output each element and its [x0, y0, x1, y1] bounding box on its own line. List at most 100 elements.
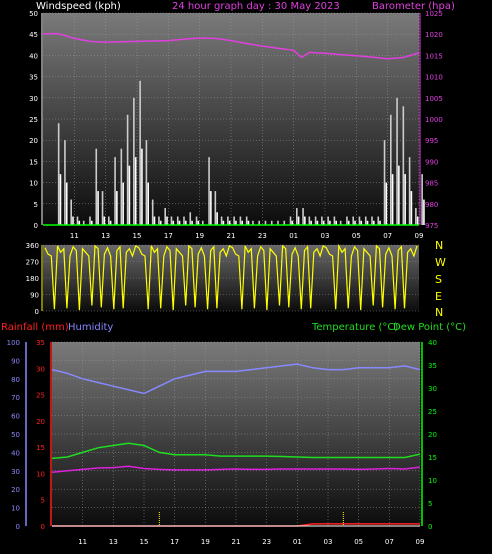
gust-bar [402, 106, 405, 225]
baro-tick-label: 1020 [425, 31, 443, 39]
gust-bar [95, 148, 98, 225]
gust-bar [302, 208, 304, 225]
direction-tick-label: 0 [35, 308, 39, 316]
gust-bar [352, 216, 354, 225]
wind-bar [216, 212, 218, 225]
wind-bar [222, 220, 225, 225]
wind-bar [134, 157, 137, 225]
wind-bar [128, 165, 131, 225]
wind-tick-label: 25 [29, 116, 38, 124]
dewpoint-series-line [51, 465, 421, 473]
wind-bars [57, 80, 425, 225]
barometer-series-line [43, 33, 420, 60]
gust-bar [70, 199, 72, 225]
humidity-tick-label: 30 [11, 468, 20, 476]
temperature-tick-label: 35 [428, 362, 437, 370]
wind-bar [391, 174, 394, 225]
direction-series-line [44, 243, 418, 311]
direction-tick-label: 360 [26, 242, 39, 250]
direction-tick-label: 90 [30, 292, 39, 300]
wind-bar [97, 191, 99, 225]
wind-bar [410, 191, 413, 225]
time-tick-label: 05 [352, 232, 361, 240]
wind-bar [141, 148, 143, 225]
gust-bar [202, 220, 204, 225]
gust-bar [371, 216, 373, 225]
wind-bar [385, 182, 388, 225]
wind-bar [172, 220, 175, 225]
time-tick-label: 07 [383, 232, 392, 240]
wind-tick-label: 15 [29, 158, 38, 166]
temperature-tick-label: 0 [428, 523, 432, 531]
gust-bar [164, 208, 166, 225]
rainfall-tick-label: 10 [36, 470, 45, 478]
time-tick-label: 13 [109, 538, 118, 546]
baro-tick-label: 1010 [425, 74, 443, 82]
dewpoint-header: Dew Point (°C) [393, 322, 466, 333]
rainfall-tick-label: 20 [36, 418, 45, 426]
wind-bar [297, 216, 300, 225]
time-tick-label: 21 [232, 538, 241, 546]
wind-bar [147, 182, 149, 225]
wind-bar [185, 220, 187, 225]
rainfall-tick-label: 0 [41, 523, 45, 531]
rainfall-tick-label: 5 [41, 497, 45, 505]
humidity-tick-label: 40 [11, 449, 20, 457]
gust-bar [327, 216, 329, 225]
wind-bar [159, 220, 162, 225]
compass-w: W [435, 256, 446, 269]
wind-bar [197, 220, 200, 225]
gust-bar [120, 148, 123, 225]
gust-bar [396, 97, 398, 225]
gust-bar [139, 80, 141, 225]
gust-bar [339, 220, 342, 225]
gust-bar [114, 157, 116, 225]
wind-bar [122, 182, 124, 225]
wind-bar [65, 182, 68, 225]
wind-tick-label: 10 [29, 180, 38, 188]
wind-bar [247, 220, 250, 225]
baro-tick-label: 980 [425, 201, 438, 209]
time-tick-label: 17 [170, 538, 179, 546]
windspeed-axis: 0 5 10 15 20 25 30 35 40 45 50 [29, 10, 43, 230]
temperature-tick-label: 15 [428, 454, 437, 462]
wind-bar [210, 191, 212, 225]
gust-bar [214, 191, 217, 225]
time-tick-label: 03 [324, 538, 333, 546]
rainfall-axis: 0 5 10 15 20 25 30 35 [36, 339, 52, 531]
wind-tick-label: 0 [34, 222, 38, 230]
humidity-tick-label: 10 [11, 505, 20, 513]
baro-tick-label: 985 [425, 180, 438, 188]
barometer-axis: 975 980 985 990 995 1000 1005 1010 1015 1020 1025 [419, 10, 443, 230]
gust-bar [277, 220, 279, 225]
gust-bar [189, 212, 192, 225]
gust-bar [195, 216, 198, 225]
gust-bar [57, 123, 60, 225]
rainfall-tick-label: 30 [36, 365, 45, 373]
wind-bar [404, 174, 406, 225]
gust-bar [208, 157, 210, 225]
rainfall-tick-label: 15 [36, 444, 45, 452]
temperature-axis: 0 5 10 15 20 25 30 35 40 [421, 339, 437, 531]
time-tick-label: 11 [78, 538, 87, 546]
temperature-tick-label: 30 [428, 385, 437, 393]
time-tick-label: 11 [70, 232, 79, 240]
compass-e: E [435, 290, 442, 303]
baro-tick-label: 1000 [425, 116, 443, 124]
windspeed-header: Windspeed (kph) [36, 1, 121, 12]
wind-bar [59, 174, 62, 225]
time-tick-label: 13 [101, 232, 110, 240]
temperature-tick-label: 20 [428, 431, 437, 439]
gust-bar [283, 220, 286, 225]
wind-bar [103, 216, 106, 225]
compass-n-top: N [435, 239, 443, 252]
gust-bar [245, 216, 248, 225]
gust-bar [408, 157, 411, 225]
baro-tick-label: 995 [425, 137, 438, 145]
gust-bar [358, 216, 361, 225]
wind-bar [360, 220, 363, 225]
wind-tick-label: 5 [34, 201, 38, 209]
gust-bar [89, 216, 91, 225]
gust-bar [346, 216, 348, 225]
